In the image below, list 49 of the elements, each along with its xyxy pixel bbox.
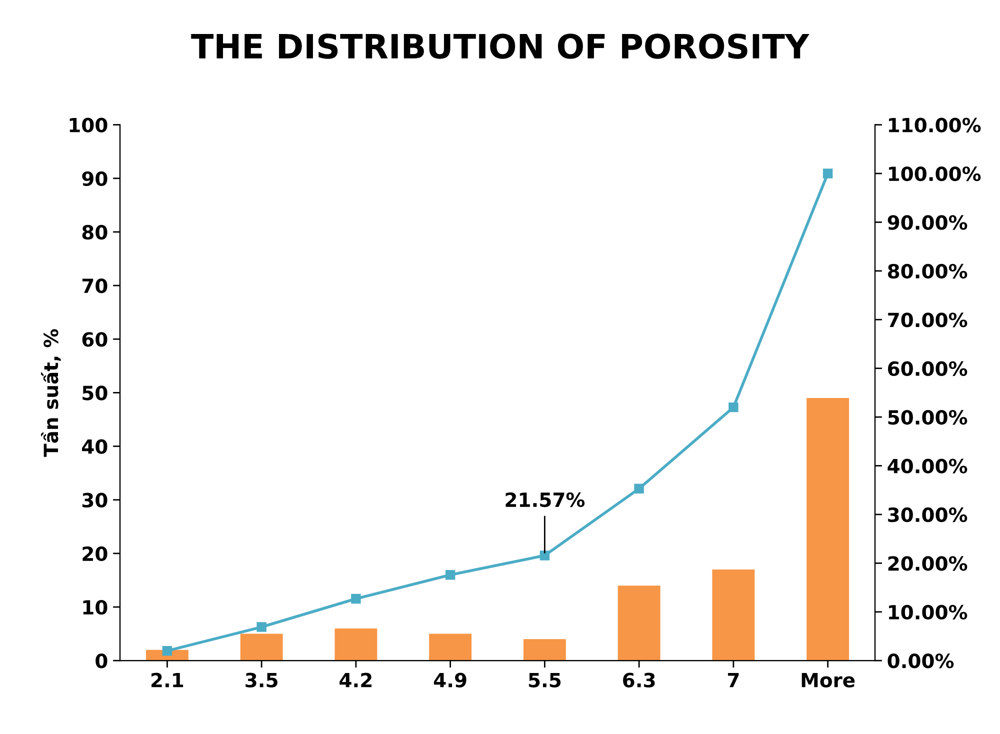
data-label: 21.57% <box>506 492 585 508</box>
point <box>634 484 644 494</box>
point <box>351 594 361 604</box>
x-tick-label: 6.3 <box>623 672 655 688</box>
y-tick-label: 60 <box>82 332 108 347</box>
x-tick-label: 3.5 <box>246 672 278 688</box>
y-tick-label: 20 <box>82 546 108 562</box>
y-tick-label: 50 <box>82 386 108 400</box>
x-tick-label: More <box>802 673 855 688</box>
y-tick-label: 40 <box>82 439 108 454</box>
y2-tick-label: 30.00% <box>888 507 968 522</box>
chart-title: THE DISTRIBUTION OF POROSITY <box>191 34 810 59</box>
y-tick-label: 100 <box>70 118 108 132</box>
point <box>822 168 833 178</box>
y2-tick-label: 90.00% <box>888 215 968 230</box>
y2-tick-label: 10.00% <box>889 604 968 620</box>
y-axis-title: Tần suất, % <box>40 329 61 457</box>
y2-tick-label: 20.00% <box>888 556 968 571</box>
x-tick-label: 4.2 <box>340 672 372 688</box>
y2-tick-label: 40.00% <box>888 458 968 474</box>
x-tick-label: 7 <box>728 673 739 688</box>
bar <box>806 398 850 661</box>
bar <box>429 634 472 661</box>
bar <box>334 628 378 661</box>
y2-tick-label: 100.00% <box>889 166 981 182</box>
y2-tick-label: 80.00% <box>888 264 968 279</box>
y2-tick-label: 110.00% <box>889 118 981 132</box>
point <box>445 570 456 580</box>
y-tick-label: 10 <box>83 600 108 615</box>
y2-tick-label: 70.00% <box>888 312 968 328</box>
x-tick-label: 5.5 <box>528 673 561 688</box>
point <box>256 622 266 632</box>
y-tick-label: 30 <box>82 492 108 508</box>
x-tick-label: 4.9 <box>434 672 466 688</box>
y-tick-label: 80 <box>82 224 108 240</box>
bar <box>618 586 660 661</box>
y-tick-label: 90 <box>82 171 108 186</box>
y-tick-label: 0 <box>96 654 108 668</box>
x-tick-label: 2.1 <box>152 672 184 688</box>
point <box>728 402 738 412</box>
y2-tick-label: 50.00% <box>888 410 968 425</box>
point <box>540 550 550 560</box>
y2-tick-label: 60.00% <box>888 361 968 376</box>
bar <box>712 570 755 661</box>
point <box>162 646 172 656</box>
bar <box>240 634 283 661</box>
y-tick-label: 70 <box>82 278 108 294</box>
bar <box>523 639 566 661</box>
y2-tick-label: 0.00% <box>888 654 954 668</box>
